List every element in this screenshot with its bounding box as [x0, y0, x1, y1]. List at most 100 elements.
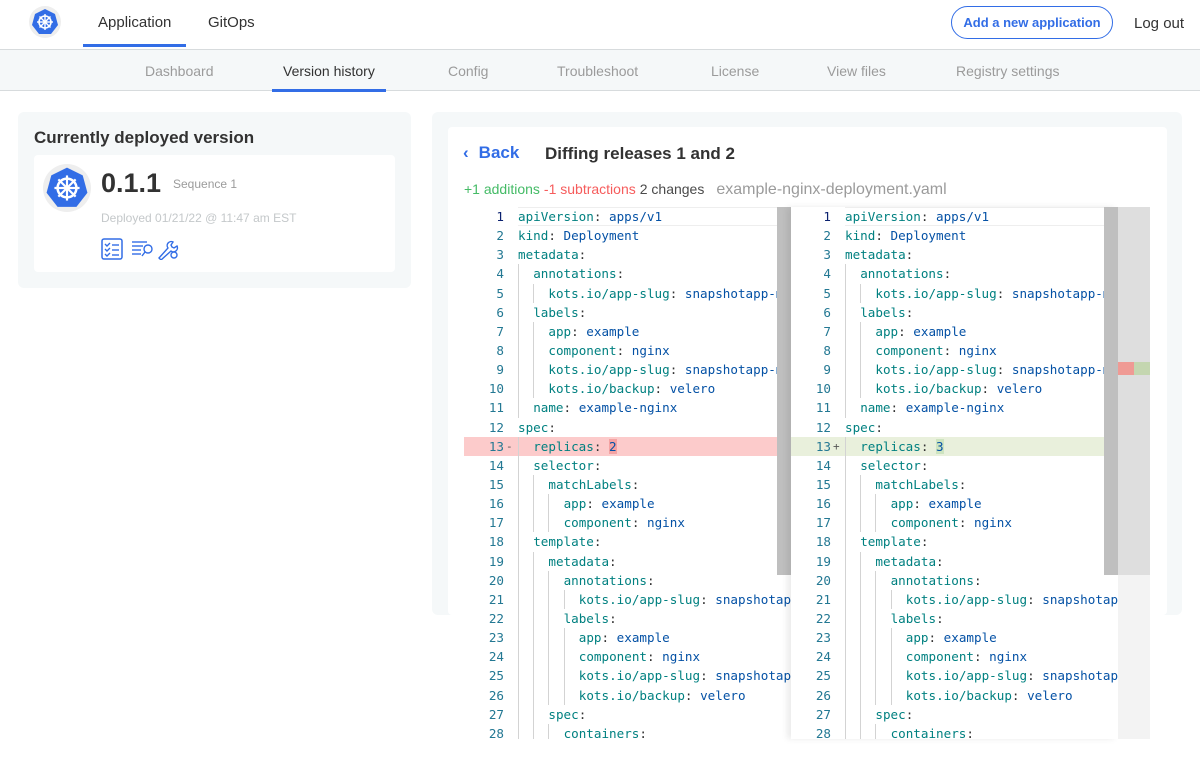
line-number: 6	[496, 304, 504, 320]
line-number: 7	[496, 323, 504, 339]
code-line: 16 app: example	[464, 494, 791, 513]
code-line: 19 metadata:	[791, 552, 1118, 571]
subnav-version-history[interactable]: Version history	[272, 63, 386, 92]
code-line: 6 labels:	[791, 303, 1118, 322]
indent-guide	[518, 284, 533, 303]
indent-guide	[518, 341, 533, 360]
indent-guide	[564, 628, 579, 647]
code-text: annotations:	[845, 571, 1118, 590]
subnav-dashboard[interactable]: Dashboard	[145, 63, 214, 79]
code-line: 1 apiVersion: apps/v1	[791, 207, 1118, 226]
indent-guide	[845, 437, 860, 456]
code-text: component: nginx	[518, 647, 791, 666]
indent-guide	[548, 494, 563, 513]
tab-application[interactable]: Application	[83, 14, 187, 47]
modified-editor-scrollbar[interactable]	[1104, 207, 1118, 575]
indent-guide	[891, 666, 906, 685]
line-number: 13	[488, 438, 504, 454]
code-line: 24 component: nginx	[791, 647, 1118, 666]
indent-guide	[860, 475, 875, 494]
code-line: 6 labels:	[464, 303, 791, 322]
indent-guide	[860, 666, 875, 685]
code-line: 12 spec:	[464, 418, 791, 437]
deployed-timestamp: Deployed 01/21/22 @ 11:47 am EST	[101, 211, 297, 225]
line-number: 2	[496, 228, 504, 244]
code-text: component: nginx	[845, 647, 1118, 666]
ruler-viewport	[1118, 207, 1150, 575]
modified-editor[interactable]: 1 apiVersion: apps/v1 2 kind: Deployment 3 me…	[791, 207, 1118, 739]
subnav-config[interactable]: Config	[448, 63, 489, 79]
code-line: 17 component: nginx	[464, 513, 791, 532]
indent-guide	[533, 341, 548, 360]
indent-guide	[845, 303, 860, 322]
indent-guide	[875, 628, 890, 647]
indent-guide	[533, 475, 548, 494]
app-logo[interactable]	[29, 6, 61, 38]
code-text: apiVersion: apps/v1	[845, 207, 1118, 226]
add-new-application-button[interactable]: Add a new application	[951, 6, 1113, 39]
indent-guide	[548, 590, 563, 609]
line-number: 27	[488, 706, 504, 722]
indent-guide	[845, 724, 860, 739]
code-line: 7 app: example	[791, 322, 1118, 341]
indent-guide	[860, 647, 875, 666]
line-number: 5	[823, 285, 831, 301]
code-line: 27 spec:	[791, 705, 1118, 724]
line-number: 14	[488, 457, 504, 473]
original-editor-scrollbar[interactable]	[777, 207, 791, 575]
indent-guide	[548, 724, 563, 739]
back-button[interactable]: ‹ Back	[463, 143, 519, 163]
code-text: app: example	[845, 322, 1118, 341]
indent-guide	[518, 475, 533, 494]
kubernetes-helm-icon	[32, 9, 58, 34]
code-line: 19 metadata:	[464, 552, 791, 571]
wrench-gear-icon[interactable]	[157, 238, 179, 260]
line-number: 2	[823, 228, 831, 244]
subnav-registry-settings[interactable]: Registry settings	[956, 63, 1060, 79]
indent-guide	[518, 705, 533, 724]
line-number: 21	[488, 591, 504, 607]
indent-guide	[845, 398, 860, 417]
tab-gitops[interactable]: GitOps	[208, 14, 255, 31]
indent-guide	[564, 666, 579, 685]
logs-search-icon[interactable]	[131, 238, 155, 260]
subnav-license[interactable]: License	[711, 63, 760, 79]
code-line: 14 selector:	[464, 456, 791, 475]
indent-guide	[564, 590, 579, 609]
indent-guide	[875, 686, 890, 705]
line-number: 16	[488, 496, 504, 512]
code-text: metadata:	[518, 247, 587, 263]
line-number: 7	[823, 323, 831, 339]
code-line: 2 kind: Deployment	[791, 226, 1118, 245]
app-icon	[43, 164, 91, 212]
indent-guide	[845, 686, 860, 705]
code-line: 16 app: example	[791, 494, 1118, 513]
code-text: app: example	[518, 628, 791, 647]
code-text: matchLabels:	[845, 475, 1118, 494]
indent-guide	[860, 590, 875, 609]
original-editor[interactable]: 1 apiVersion: apps/v1 2 kind: Deployment 3 me…	[464, 207, 791, 739]
indent-guide	[548, 686, 563, 705]
line-number: 28	[815, 725, 831, 739]
code-text: kots.io/app-slug: snapshotap	[518, 590, 791, 609]
indent-guide	[875, 647, 890, 666]
indent-guide	[860, 609, 875, 628]
chevron-left-icon: ‹	[463, 143, 469, 162]
code-text: kots.io/app-slug: snapshotap	[518, 666, 791, 685]
code-text: name: example-nginx	[845, 398, 1118, 417]
logout-link[interactable]: Log out	[1134, 15, 1185, 32]
code-text: template:	[518, 532, 791, 551]
checklist-icon[interactable]	[101, 238, 123, 260]
code-line: 28 containers:	[791, 724, 1118, 739]
subtractions-count: -1 subtractions	[543, 181, 636, 197]
indent-guide	[875, 494, 890, 513]
indent-guide	[891, 590, 906, 609]
subnav-view-files[interactable]: View files	[827, 63, 886, 79]
subnav-troubleshoot[interactable]: Troubleshoot	[557, 63, 639, 79]
indent-guide	[548, 666, 563, 685]
code-text: template:	[845, 532, 1118, 551]
diff-overview-ruler[interactable]	[1118, 207, 1150, 739]
code-text: app: example	[518, 322, 791, 341]
code-text: labels:	[845, 609, 1118, 628]
indent-guide	[845, 532, 860, 551]
